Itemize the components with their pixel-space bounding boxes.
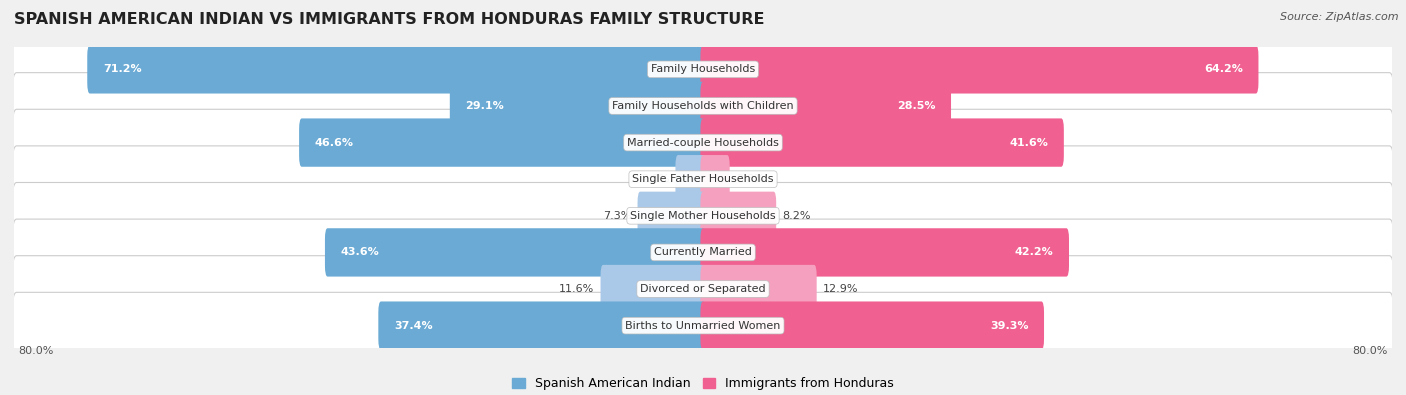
FancyBboxPatch shape	[450, 82, 706, 130]
FancyBboxPatch shape	[13, 182, 1393, 249]
Text: 80.0%: 80.0%	[1353, 346, 1388, 356]
FancyBboxPatch shape	[700, 82, 950, 130]
FancyBboxPatch shape	[378, 301, 706, 350]
FancyBboxPatch shape	[13, 256, 1393, 322]
Text: 42.2%: 42.2%	[1015, 247, 1053, 258]
Text: 64.2%: 64.2%	[1204, 64, 1243, 74]
FancyBboxPatch shape	[299, 118, 706, 167]
FancyBboxPatch shape	[600, 265, 706, 313]
Text: Births to Unmarried Women: Births to Unmarried Women	[626, 321, 780, 331]
Text: SPANISH AMERICAN INDIAN VS IMMIGRANTS FROM HONDURAS FAMILY STRUCTURE: SPANISH AMERICAN INDIAN VS IMMIGRANTS FR…	[14, 12, 765, 27]
FancyBboxPatch shape	[700, 265, 817, 313]
Text: 71.2%: 71.2%	[103, 64, 142, 74]
Text: 11.6%: 11.6%	[560, 284, 595, 294]
FancyBboxPatch shape	[325, 228, 706, 276]
FancyBboxPatch shape	[13, 109, 1393, 176]
FancyBboxPatch shape	[13, 36, 1393, 103]
Text: Single Father Households: Single Father Households	[633, 174, 773, 184]
Text: Divorced or Separated: Divorced or Separated	[640, 284, 766, 294]
FancyBboxPatch shape	[700, 118, 1064, 167]
FancyBboxPatch shape	[700, 45, 1258, 94]
Text: 2.8%: 2.8%	[735, 174, 765, 184]
FancyBboxPatch shape	[13, 146, 1393, 213]
FancyBboxPatch shape	[13, 219, 1393, 286]
Text: Family Households: Family Households	[651, 64, 755, 74]
Text: 8.2%: 8.2%	[782, 211, 811, 221]
Legend: Spanish American Indian, Immigrants from Honduras: Spanish American Indian, Immigrants from…	[508, 372, 898, 395]
Text: 80.0%: 80.0%	[18, 346, 53, 356]
Text: 7.3%: 7.3%	[603, 211, 631, 221]
FancyBboxPatch shape	[13, 292, 1393, 359]
Text: Single Mother Households: Single Mother Households	[630, 211, 776, 221]
Text: 39.3%: 39.3%	[990, 321, 1029, 331]
Text: 12.9%: 12.9%	[823, 284, 858, 294]
Text: Married-couple Households: Married-couple Households	[627, 137, 779, 148]
Text: 28.5%: 28.5%	[897, 101, 935, 111]
Text: 37.4%: 37.4%	[394, 321, 433, 331]
FancyBboxPatch shape	[700, 192, 776, 240]
FancyBboxPatch shape	[675, 155, 706, 203]
Text: 43.6%: 43.6%	[340, 247, 380, 258]
Text: 29.1%: 29.1%	[465, 101, 505, 111]
Text: 46.6%: 46.6%	[315, 137, 354, 148]
Text: Currently Married: Currently Married	[654, 247, 752, 258]
Text: 41.6%: 41.6%	[1010, 137, 1049, 148]
FancyBboxPatch shape	[13, 73, 1393, 139]
Text: 2.9%: 2.9%	[641, 174, 669, 184]
Text: Family Households with Children: Family Households with Children	[612, 101, 794, 111]
FancyBboxPatch shape	[87, 45, 706, 94]
FancyBboxPatch shape	[700, 228, 1069, 276]
FancyBboxPatch shape	[700, 155, 730, 203]
FancyBboxPatch shape	[637, 192, 706, 240]
Text: Source: ZipAtlas.com: Source: ZipAtlas.com	[1281, 12, 1399, 22]
FancyBboxPatch shape	[700, 301, 1045, 350]
